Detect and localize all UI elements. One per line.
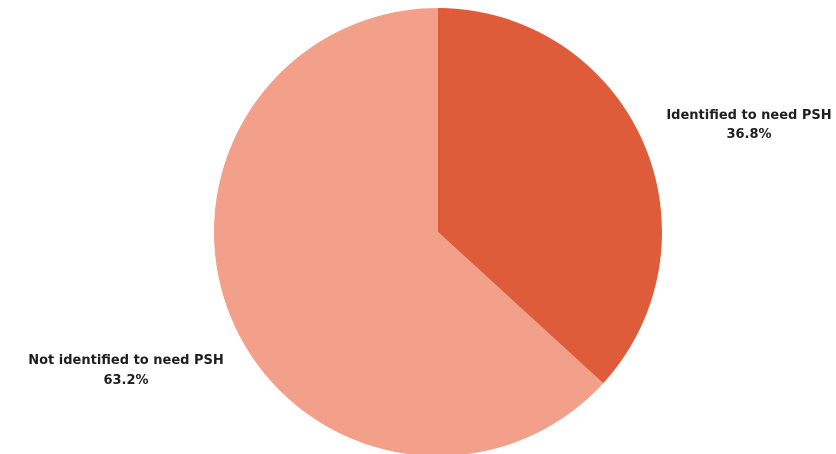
slice-value-identified: 36.8%: [726, 127, 771, 142]
pie-labels: Identified to need PSH 36.8% Not identif…: [28, 108, 831, 388]
pie-slice-identified: [438, 8, 662, 384]
slice-value-not-identified: 63.2%: [103, 373, 148, 388]
slice-label-identified: Identified to need PSH: [666, 108, 831, 123]
slice-label-not-identified: Not identified to need PSH: [28, 353, 224, 368]
pie-slice-not-identified: [214, 8, 604, 454]
pie-slices: [214, 8, 662, 454]
